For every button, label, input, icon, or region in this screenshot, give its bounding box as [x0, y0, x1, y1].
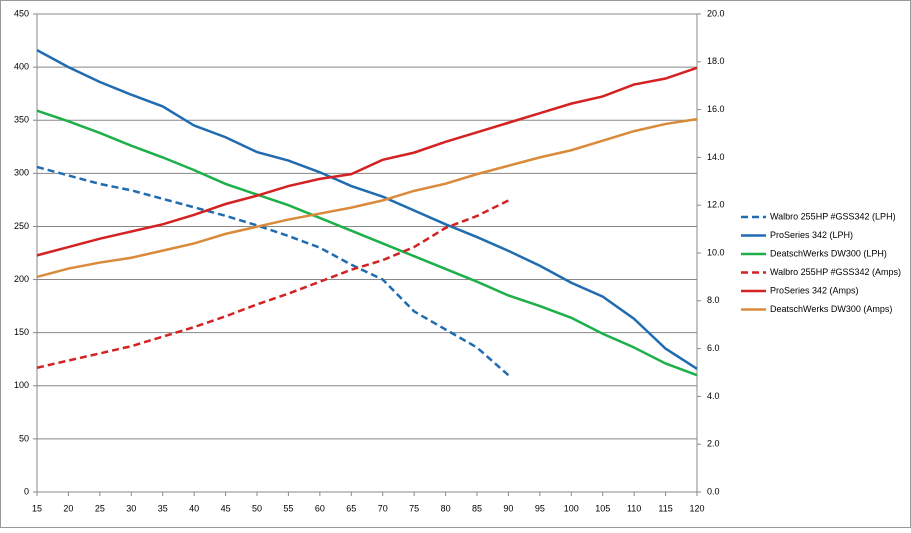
y-tick-label: 50 — [19, 433, 29, 443]
x-tick-label: 20 — [63, 503, 73, 513]
x-tick-label: 50 — [252, 503, 262, 513]
y2-tick-label: 18.0 — [707, 56, 725, 66]
y2-tick-label: 2.0 — [707, 439, 720, 449]
y2-tick-label: 14.0 — [707, 152, 725, 162]
y-tick-label: 350 — [14, 115, 29, 125]
legend-label: Walbro 255HP #GSS342 (Amps) — [770, 267, 901, 277]
x-tick-label: 75 — [409, 503, 419, 513]
x-tick-label: 30 — [126, 503, 136, 513]
x-tick-label: 35 — [158, 503, 168, 513]
x-tick-label: 25 — [95, 503, 105, 513]
series-line — [36, 117, 698, 279]
y2-tick-label: 6.0 — [707, 343, 720, 353]
legend-label: ProSeries 342 (LPH) — [770, 230, 853, 240]
x-tick-label: 40 — [189, 503, 199, 513]
x-tick-label: 85 — [472, 503, 482, 513]
x-tick-label: 65 — [346, 503, 356, 513]
y-tick-label: 100 — [14, 380, 29, 390]
x-tick-label: 60 — [315, 503, 325, 513]
x-tick-label: 15 — [32, 503, 42, 513]
series-line — [36, 109, 698, 377]
y2-tick-label: 12.0 — [707, 200, 725, 210]
x-tick-label: 80 — [441, 503, 451, 513]
y-tick-label: 0 — [24, 486, 29, 496]
series-line — [36, 165, 510, 377]
legend-label: Walbro 255HP #GSS342 (LPH) — [770, 211, 896, 221]
x-tick-label: 105 — [595, 503, 610, 513]
y2-tick-label: 10.0 — [707, 247, 725, 257]
y2-tick-label: 20.0 — [707, 8, 725, 18]
x-tick-label: 55 — [283, 503, 293, 513]
y-tick-label: 250 — [14, 221, 29, 231]
y-tick-label: 200 — [14, 274, 29, 284]
legend-label: DeatschWerks DW300 (LPH) — [770, 248, 887, 258]
plot-area — [36, 13, 698, 493]
x-tick-label: 90 — [503, 503, 513, 513]
y-tick-label: 450 — [14, 8, 29, 18]
y2-tick-label: 4.0 — [707, 391, 720, 401]
x-tick-label: 100 — [564, 503, 579, 513]
series-line — [36, 199, 509, 369]
series-line — [36, 66, 698, 257]
series-line — [36, 49, 698, 370]
x-tick-label: 110 — [627, 503, 641, 513]
legend-label: DeatschWerks DW300 (Amps) — [770, 304, 892, 314]
y-tick-label: 300 — [14, 168, 29, 178]
x-tick-label: 95 — [535, 503, 545, 513]
legend-label: ProSeries 342 (Amps) — [770, 285, 859, 295]
y2-tick-label: 16.0 — [707, 104, 725, 114]
y-tick-label: 150 — [14, 327, 29, 337]
y-tick-label: 400 — [14, 61, 29, 71]
y2-tick-label: 0.0 — [707, 486, 720, 496]
y2-tick-label: 8.0 — [707, 295, 720, 305]
x-tick-label: 115 — [658, 503, 672, 513]
x-tick-label: 120 — [689, 503, 704, 513]
x-tick-label: 45 — [221, 503, 231, 513]
x-tick-label: 70 — [378, 503, 388, 513]
